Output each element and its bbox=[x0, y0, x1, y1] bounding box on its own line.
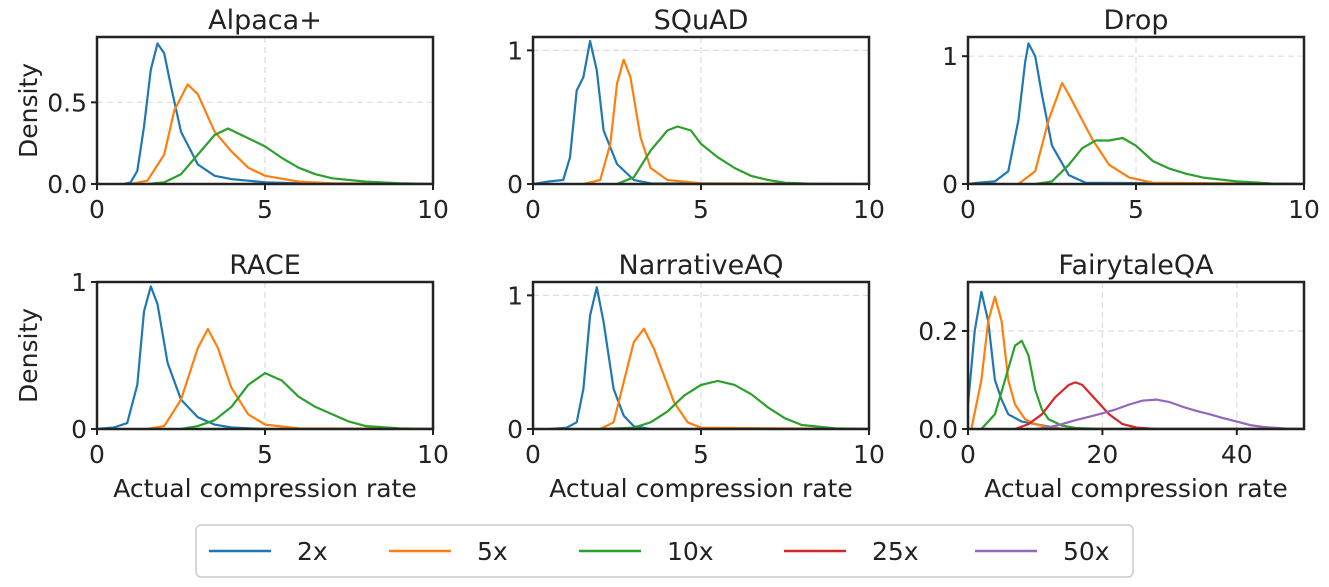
series-line-2x bbox=[549, 286, 869, 429]
x-tick-label: 0 bbox=[525, 440, 541, 469]
series-line-10x bbox=[600, 379, 869, 429]
series-group bbox=[123, 42, 433, 184]
y-tick-label: 0.0 bbox=[47, 170, 87, 199]
legend: 2x 5x 10x 25x 50x bbox=[195, 524, 1134, 578]
x-tick-label: 10 bbox=[1288, 195, 1320, 224]
x-tick-label: 5 bbox=[257, 440, 273, 469]
legend-label-5x: 5x bbox=[477, 537, 508, 566]
x-axis-label: Actual compression rate bbox=[113, 474, 417, 503]
y-axis-label: Density bbox=[14, 308, 43, 403]
x-tick-label: 10 bbox=[853, 440, 885, 469]
series-group bbox=[533, 39, 869, 184]
y-tick-label: 0 bbox=[71, 415, 87, 444]
x-tick-label: 5 bbox=[693, 440, 709, 469]
y-tick-label: 0 bbox=[507, 415, 523, 444]
legend-frame bbox=[195, 524, 1134, 578]
series-line-2x bbox=[968, 42, 1304, 184]
panel-title: FairytaleQA bbox=[1058, 250, 1214, 281]
x-tick-label: 10 bbox=[853, 195, 885, 224]
y-tick-label: 1 bbox=[71, 268, 87, 297]
panel-title: SQuAD bbox=[654, 5, 749, 36]
panel-5: 0 5 10 0 1 NarrativeAQ Actual compression rate bbox=[507, 250, 885, 503]
series-line-5x bbox=[599, 327, 869, 429]
x-tick-label: 20 bbox=[1086, 440, 1118, 469]
panel-title: Alpaca+ bbox=[208, 5, 322, 36]
panel-6: 0 20 40 0.0 0.2 FairytaleQA Actual compression… bbox=[918, 250, 1306, 503]
x-tick-label: 0 bbox=[960, 440, 976, 469]
x-tick-label: 10 bbox=[417, 195, 449, 224]
series-line-5x bbox=[130, 83, 433, 184]
y-axis-label: Density bbox=[14, 63, 43, 158]
series-group bbox=[968, 42, 1304, 184]
panel-1: 0 5 10 0.0 0.5 Alpaca+ Density bbox=[14, 5, 449, 224]
legend-label-10x: 10x bbox=[667, 537, 714, 566]
series-group bbox=[968, 290, 1304, 429]
series-line-10x bbox=[616, 125, 869, 184]
y-tick-label: 0.2 bbox=[918, 317, 958, 346]
x-axis-label: Actual compression rate bbox=[984, 474, 1288, 503]
x-tick-label: 0 bbox=[89, 195, 105, 224]
series-line-5x bbox=[970, 295, 1304, 429]
panel-title: NarrativeAQ bbox=[619, 250, 784, 281]
series-line-10x bbox=[980, 339, 1304, 429]
x-tick-label: 5 bbox=[1128, 195, 1144, 224]
panel-title: Drop bbox=[1104, 5, 1169, 36]
legend-label-2x: 2x bbox=[297, 537, 328, 566]
series-line-5x bbox=[583, 58, 869, 184]
series-group bbox=[549, 286, 869, 429]
series-line-10x bbox=[147, 127, 433, 184]
series-line-2x bbox=[533, 39, 869, 184]
x-axis-label: Actual compression rate bbox=[549, 474, 853, 503]
x-tick-label: 5 bbox=[693, 195, 709, 224]
y-tick-label: 0.0 bbox=[918, 415, 958, 444]
series-line-25x bbox=[1014, 381, 1304, 429]
y-tick-label: 0 bbox=[942, 170, 958, 199]
x-tick-label: 0 bbox=[525, 195, 541, 224]
series-line-10x bbox=[1035, 136, 1304, 184]
panel-title: RACE bbox=[229, 250, 301, 281]
y-tick-label: 1 bbox=[507, 36, 523, 65]
series-group bbox=[97, 285, 433, 429]
series-line-2x bbox=[123, 42, 433, 184]
series-line-10x bbox=[180, 372, 433, 429]
y-tick-label: 0.5 bbox=[47, 88, 87, 117]
x-tick-label: 0 bbox=[960, 195, 976, 224]
panel-2: 0 5 10 0 1 SQuAD bbox=[507, 5, 885, 224]
series-line-5x bbox=[147, 327, 433, 429]
y-tick-label: 0 bbox=[507, 170, 523, 199]
x-tick-label: 0 bbox=[89, 440, 105, 469]
x-tick-label: 5 bbox=[257, 195, 273, 224]
series-line-5x bbox=[1017, 81, 1304, 184]
axes-frame bbox=[966, 280, 1306, 431]
x-tick-label: 40 bbox=[1221, 440, 1253, 469]
panel-3: 0 5 10 0 1 Drop bbox=[942, 5, 1320, 224]
series-line-50x bbox=[1035, 398, 1304, 429]
y-tick-label: 1 bbox=[942, 42, 958, 71]
legend-label-50x: 50x bbox=[1063, 537, 1110, 566]
panel-4: 0 5 10 0 1 RACE Actual compression rate Density bbox=[14, 250, 449, 503]
y-tick-label: 1 bbox=[507, 281, 523, 310]
legend-label-25x: 25x bbox=[872, 537, 919, 566]
series-line-2x bbox=[97, 285, 433, 429]
x-tick-label: 10 bbox=[417, 440, 449, 469]
